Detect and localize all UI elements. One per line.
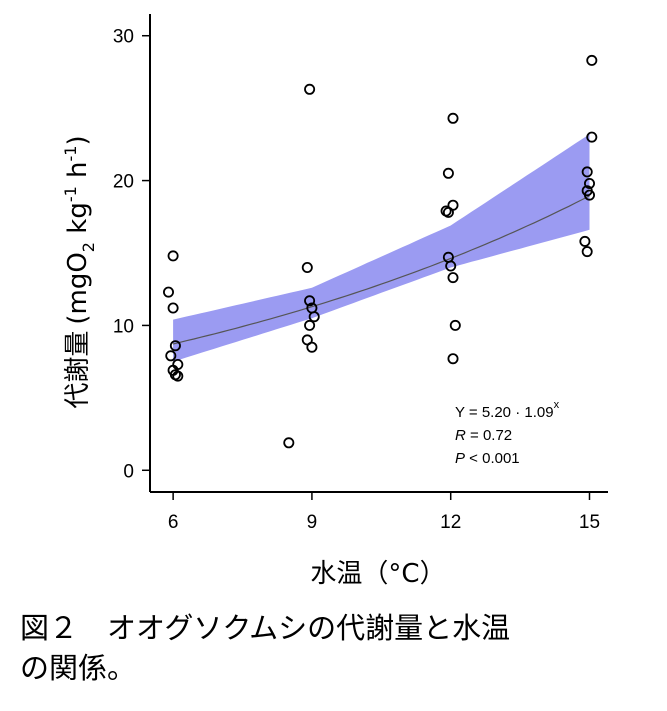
equation-main: Y = 5.20 · 1.09 <box>455 404 554 421</box>
data-point <box>447 353 459 365</box>
data-point <box>283 437 295 449</box>
data-point <box>447 112 459 124</box>
data-point <box>586 131 598 143</box>
confidence-band-layer <box>173 134 590 362</box>
data-point <box>586 54 598 66</box>
data-point <box>445 260 457 272</box>
data-point <box>301 261 313 273</box>
equation-exponent: x <box>554 399 560 411</box>
data-point <box>304 295 316 307</box>
data-point <box>579 235 591 247</box>
r-value: = 0.72 <box>466 427 512 444</box>
p-label: P <box>455 450 465 467</box>
r-label: R <box>455 427 466 444</box>
data-point <box>172 370 184 382</box>
y-axis-title-unit-kg: kg <box>63 202 93 242</box>
y-tick-label: 30 <box>113 27 134 48</box>
data-point <box>308 311 320 323</box>
data-point <box>442 206 454 218</box>
data-point <box>449 319 461 331</box>
equation-text: Y = 5.20 · 1.09x <box>455 399 560 421</box>
figure-caption: 図２ オオグソクムシの代謝量と水温 の関係。 <box>20 608 660 688</box>
y-axis-title-unit-sub: 2 <box>79 242 98 252</box>
data-point <box>581 246 593 258</box>
y-axis-title: 代謝量(mgO2 kg-1 h-1) <box>61 135 98 408</box>
y-axis-title-main: 代謝量 <box>63 331 93 409</box>
y-axis-title-unit-sup1: -1 <box>61 186 80 202</box>
data-point <box>584 177 596 189</box>
x-tick-label: 6 <box>168 512 179 533</box>
y-tick-label: 20 <box>113 172 134 193</box>
data-point <box>167 302 179 314</box>
figure-caption-line2: の関係。 <box>20 651 137 685</box>
p-value: < 0.001 <box>465 450 520 467</box>
data-point <box>304 83 316 95</box>
y-axis-title-unit-close: ) <box>63 135 93 145</box>
x-tick-label: 9 <box>307 512 318 533</box>
p-value-text: P < 0.001 <box>455 450 520 467</box>
data-points-layer <box>162 54 598 449</box>
x-tick-label: 12 <box>440 512 461 533</box>
data-point <box>584 189 596 201</box>
data-point <box>169 340 181 352</box>
fit-line <box>172 195 590 345</box>
y-axis-title-unit-open: (mgO <box>63 252 93 324</box>
data-point <box>167 250 179 262</box>
regression-annotation: Y = 5.20 · 1.09x R = 0.72 P < 0.001 <box>455 399 560 467</box>
y-tick-label: 10 <box>113 316 134 337</box>
confidence-band <box>173 134 590 362</box>
x-tick-label: 15 <box>579 512 600 533</box>
y-tick-label: 0 <box>123 461 134 482</box>
axes-layer: 0 10 20 30 6 9 12 15 <box>113 14 608 533</box>
figure-caption-line1: 図２ オオグソクムシの代謝量と水温 <box>20 611 511 645</box>
y-axis-title-unit-h: h <box>63 161 93 186</box>
data-point <box>165 350 177 362</box>
data-point <box>581 166 593 178</box>
fit-line-layer <box>172 195 590 345</box>
r-value-text: R = 0.72 <box>455 427 512 444</box>
data-point <box>304 319 316 331</box>
data-point <box>162 286 174 298</box>
x-axis-title: 水温（°C） <box>310 559 445 589</box>
data-point <box>306 341 318 353</box>
y-axis-title-unit-sup2: -1 <box>61 146 80 162</box>
data-point <box>447 272 459 284</box>
data-point <box>442 167 454 179</box>
